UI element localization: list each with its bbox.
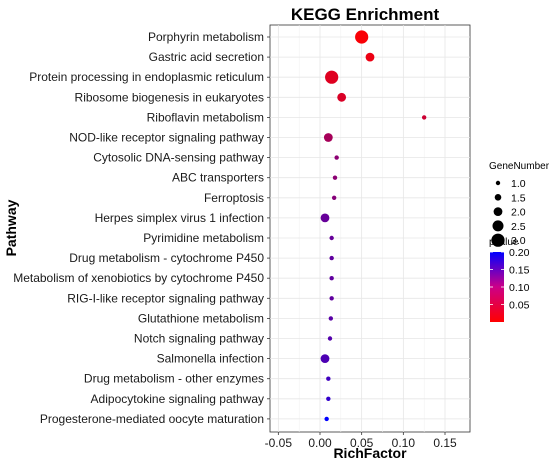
data-point: [334, 155, 339, 160]
colorbar-label: 0.05: [509, 300, 530, 312]
chart-title: KEGG Enrichment: [291, 5, 440, 24]
y-tick-label: Pyrimidine metabolism: [143, 231, 264, 245]
x-tick-label: 0.15: [433, 436, 457, 450]
data-point: [326, 376, 331, 381]
y-tick-label: Drug metabolism - cytochrome P450: [69, 251, 264, 265]
color-legend-title: pvalue: [489, 237, 519, 248]
size-legend-label: 2.5: [511, 221, 526, 233]
data-point: [355, 30, 369, 44]
x-tick-label: 0.05: [350, 436, 374, 450]
data-point: [421, 115, 427, 120]
size-legend: GeneNumber 1.0 1.5 2.0 2.5 3.0: [489, 161, 550, 247]
size-legend-key: [495, 180, 501, 186]
y-tick-label: Ribosome biogenesis in eukaryotes: [75, 90, 264, 104]
data-point: [320, 213, 330, 223]
y-tick-label: Cytosolic DNA-sensing pathway: [93, 151, 264, 165]
y-axis-title: Pathway: [3, 199, 19, 256]
size-legend-label: 1.0: [511, 178, 526, 190]
data-point: [365, 52, 375, 62]
y-tick-label: Metabolism of xenobiotics by cytochrome …: [13, 271, 264, 285]
data-point: [332, 175, 338, 180]
x-tick-label: 0.00: [308, 436, 332, 450]
x-tick-label: 0.10: [392, 436, 416, 450]
data-point: [325, 70, 339, 84]
y-tick-label: Herpes simplex virus 1 infection: [95, 211, 264, 225]
data-point: [323, 133, 333, 142]
color-legend: pvalue 0.05 0.10 0.15 0.20: [489, 237, 530, 322]
y-tick-label: Notch signaling pathway: [134, 332, 264, 346]
y-tick-label: Protein processing in endoplasmic reticu…: [29, 70, 264, 84]
size-legend-label: 3.0: [511, 235, 526, 247]
colorbar-label: 0.20: [509, 247, 530, 259]
size-legend-title: GeneNumber: [489, 161, 550, 172]
plot-panel: [269, 24, 471, 433]
y-tick-label: Ferroptosis: [204, 191, 264, 205]
data-point: [329, 276, 334, 281]
y-tick-label: Adipocytokine signaling pathway: [91, 392, 264, 406]
size-legend-label: 2.0: [511, 207, 526, 219]
data-point: [320, 354, 330, 363]
data-point: [329, 255, 334, 261]
data-point: [324, 416, 329, 422]
colorbar-label: 0.15: [509, 265, 530, 277]
y-tick-label: Salmonella infection: [157, 352, 264, 366]
y-tick-label: Riboflavin metabolism: [147, 110, 264, 124]
x-axis: -0.05 0.00 0.05 0.10 0.15: [265, 432, 457, 450]
size-legend-key: [491, 233, 505, 247]
data-point: [331, 195, 337, 200]
y-tick-label: RIG-I-like receptor signaling pathway: [67, 291, 264, 305]
data-point: [328, 316, 334, 321]
data-point: [327, 336, 333, 341]
data-points: [320, 30, 427, 422]
grid-lines: [270, 25, 470, 432]
size-legend-key: [493, 207, 503, 217]
data-point: [329, 235, 334, 241]
data-point: [329, 296, 334, 301]
data-point: [326, 396, 331, 401]
y-tick-label: Glutathione metabolism: [138, 311, 264, 325]
data-point: [337, 92, 347, 102]
size-legend-key: [494, 194, 502, 201]
y-tick-label: Progesterone-mediated oocyte maturation: [40, 412, 264, 426]
x-axis-title: RichFactor: [333, 445, 407, 461]
y-axis: Porphyrin metabolism Gastric acid secreti…: [13, 30, 270, 426]
pvalue-colorbar: [490, 252, 504, 322]
y-tick-label: NOD-like receptor signaling pathway: [69, 131, 264, 145]
size-legend-label: 1.5: [511, 192, 526, 204]
y-tick-label: Drug metabolism - other enzymes: [84, 372, 264, 386]
y-tick-label: ABC transporters: [172, 171, 264, 185]
y-tick-label: Porphyrin metabolism: [148, 30, 264, 44]
y-tick-label: Gastric acid secretion: [149, 50, 264, 64]
size-legend-key: [492, 220, 504, 232]
colorbar-label: 0.10: [509, 282, 530, 294]
x-tick-label: -0.05: [265, 436, 293, 450]
